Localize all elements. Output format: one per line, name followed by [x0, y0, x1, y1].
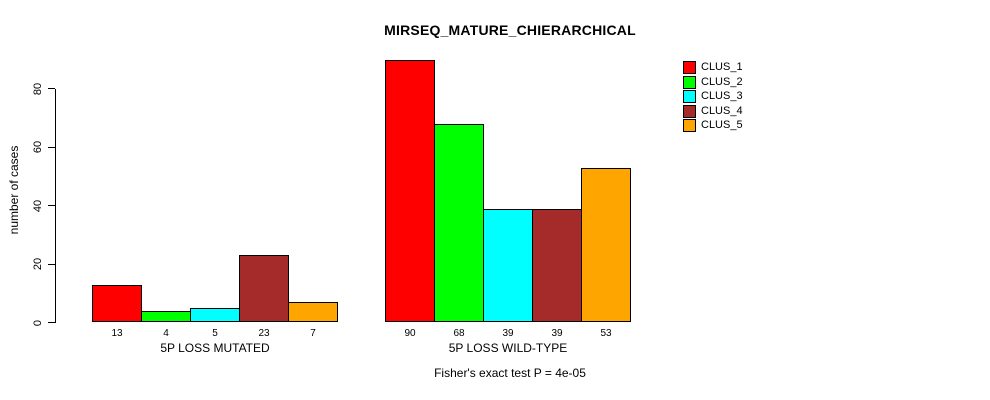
- bar-clus_1-group1: [92, 284, 142, 323]
- legend-label: CLUS_3: [701, 90, 743, 102]
- legend-swatch-clus_4: [683, 104, 696, 118]
- legend-item-clus_1: CLUS_1: [683, 61, 743, 74]
- bar-value-label: 13: [111, 328, 123, 339]
- bar-clus_3-group1: [190, 307, 240, 323]
- legend-swatch-clus_1: [683, 61, 696, 74]
- bar-clus_2-group1: [141, 310, 191, 323]
- bar-clus_5-group1: [288, 302, 338, 323]
- bar-clus_4-group1: [239, 255, 289, 323]
- legend-item-clus_2: CLUS_2: [683, 75, 743, 89]
- y-axis-tick: [48, 263, 55, 265]
- y-axis-line: [55, 88, 56, 324]
- legend-swatch-clus_2: [683, 75, 696, 89]
- bar-clus_3-group2: [483, 208, 533, 323]
- legend-swatch-clus_5: [683, 119, 696, 132]
- y-tick-label: 40: [32, 199, 44, 212]
- legend-item-clus_5: CLUS_5: [683, 119, 743, 132]
- bar-value-label: 23: [258, 328, 270, 339]
- y-tick-label: 80: [32, 82, 44, 96]
- group-label: 5P LOSS MUTATED: [160, 341, 270, 355]
- bar-value-label: 4: [163, 328, 169, 339]
- bar-value-label: 90: [404, 328, 416, 339]
- bar-value-label: 7: [310, 328, 316, 339]
- bar-clus_4-group2: [532, 208, 582, 323]
- legend-label: CLUS_5: [701, 119, 743, 131]
- footnote: Fisher's exact test P = 4e-05: [434, 366, 586, 380]
- y-axis-tick: [48, 88, 55, 90]
- y-tick-label: 60: [32, 141, 44, 154]
- bar-clus_5-group2: [581, 167, 631, 323]
- y-axis-tick: [48, 205, 55, 207]
- bar-value-label: 39: [502, 328, 514, 339]
- legend-label: CLUS_4: [701, 104, 743, 117]
- y-tick-label: 20: [32, 257, 44, 271]
- bar-clus_2-group2: [434, 123, 484, 323]
- bar-value-label: 5: [212, 328, 218, 339]
- group-label: 5P LOSS WILD-TYPE: [448, 341, 568, 355]
- legend-swatch-clus_3: [683, 90, 696, 103]
- legend: CLUS_1 CLUS_2 CLUS_3 CLUS_4 CLUS_5: [683, 61, 743, 132]
- y-axis-tick: [48, 146, 55, 148]
- legend-item-clus_4: CLUS_4: [683, 104, 743, 118]
- bar-value-label: 39: [551, 328, 563, 339]
- legend-label: CLUS_2: [701, 75, 743, 88]
- legend-item-clus_3: CLUS_3: [683, 90, 743, 103]
- y-tick-label: 0: [32, 319, 44, 326]
- y-axis-tick: [48, 322, 55, 323]
- legend-label: CLUS_1: [701, 61, 743, 73]
- bar-value-label: 53: [600, 328, 612, 339]
- chart-title: MIRSEQ_MATURE_CHIERARCHICAL: [384, 22, 636, 38]
- bar-clus_1-group2: [385, 59, 435, 323]
- bar-value-label: 68: [453, 328, 465, 339]
